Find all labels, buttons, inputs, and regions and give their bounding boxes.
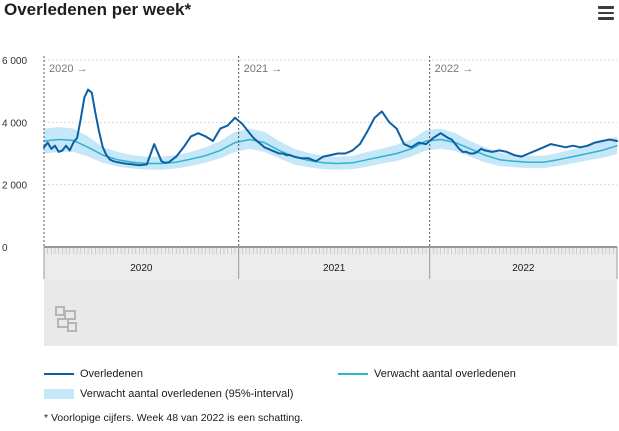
year-label: 2022	[512, 263, 535, 274]
legend-label-expected: Verwacht aantal overledenen	[374, 368, 516, 380]
observed-series	[43, 88, 618, 167]
footnote: * Voorlopige cijfers. Week 48 van 2022 i…	[44, 412, 303, 424]
expected-series	[43, 138, 618, 165]
menu-bar	[598, 17, 614, 20]
deaths-chart: 6 000 4 000 2 000 0 2020 → 2021 → 2022 → 2020…	[2, 56, 618, 346]
chart-footer	[44, 279, 617, 346]
y-tick-label: 2 000	[2, 181, 27, 192]
year-marker-label: 2021 →	[244, 63, 283, 75]
legend-item-expected[interactable]: Verwacht aantal overledenen	[338, 368, 516, 380]
y-tick-label: 4 000	[2, 118, 27, 129]
legend-swatch-band	[44, 389, 74, 399]
legend-swatch-expected	[338, 373, 368, 375]
footer-background	[44, 279, 617, 346]
year-markers: 2020 → 2021 → 2022 →	[49, 63, 473, 75]
year-marker-label: 2022 →	[435, 63, 474, 75]
expected-line	[43, 138, 618, 165]
legend-item-band[interactable]: Verwacht aantal overledenen (95%-interva…	[44, 388, 293, 400]
year-label: 2021	[323, 263, 346, 274]
legend-swatch-observed	[44, 373, 74, 375]
cbs-logo-icon	[55, 306, 77, 332]
menu-bar	[598, 11, 614, 14]
y-axis-ticks: 6 000 4 000 2 000 0	[2, 56, 27, 254]
y-tick-label: 0	[2, 243, 8, 254]
year-label: 2020	[130, 263, 153, 274]
confidence-band	[44, 127, 617, 170]
legend-label-band: Verwacht aantal overledenen (95%-interva…	[80, 388, 294, 400]
legend-item-observed[interactable]: Overledenen	[44, 368, 143, 380]
menu-bar	[598, 6, 614, 9]
legend-label-observed: Overledenen	[80, 368, 143, 380]
observed-line	[43, 88, 618, 167]
page-title: Overledenen per week*	[4, 0, 192, 19]
logo-part	[67, 322, 77, 332]
band-area	[44, 127, 617, 170]
hamburger-menu-icon[interactable]	[598, 6, 614, 20]
y-tick-label: 6 000	[2, 56, 27, 67]
year-marker-label: 2020 →	[49, 63, 88, 75]
time-axis: 2020 2021 2022	[43, 246, 618, 279]
logo-part	[64, 310, 76, 320]
